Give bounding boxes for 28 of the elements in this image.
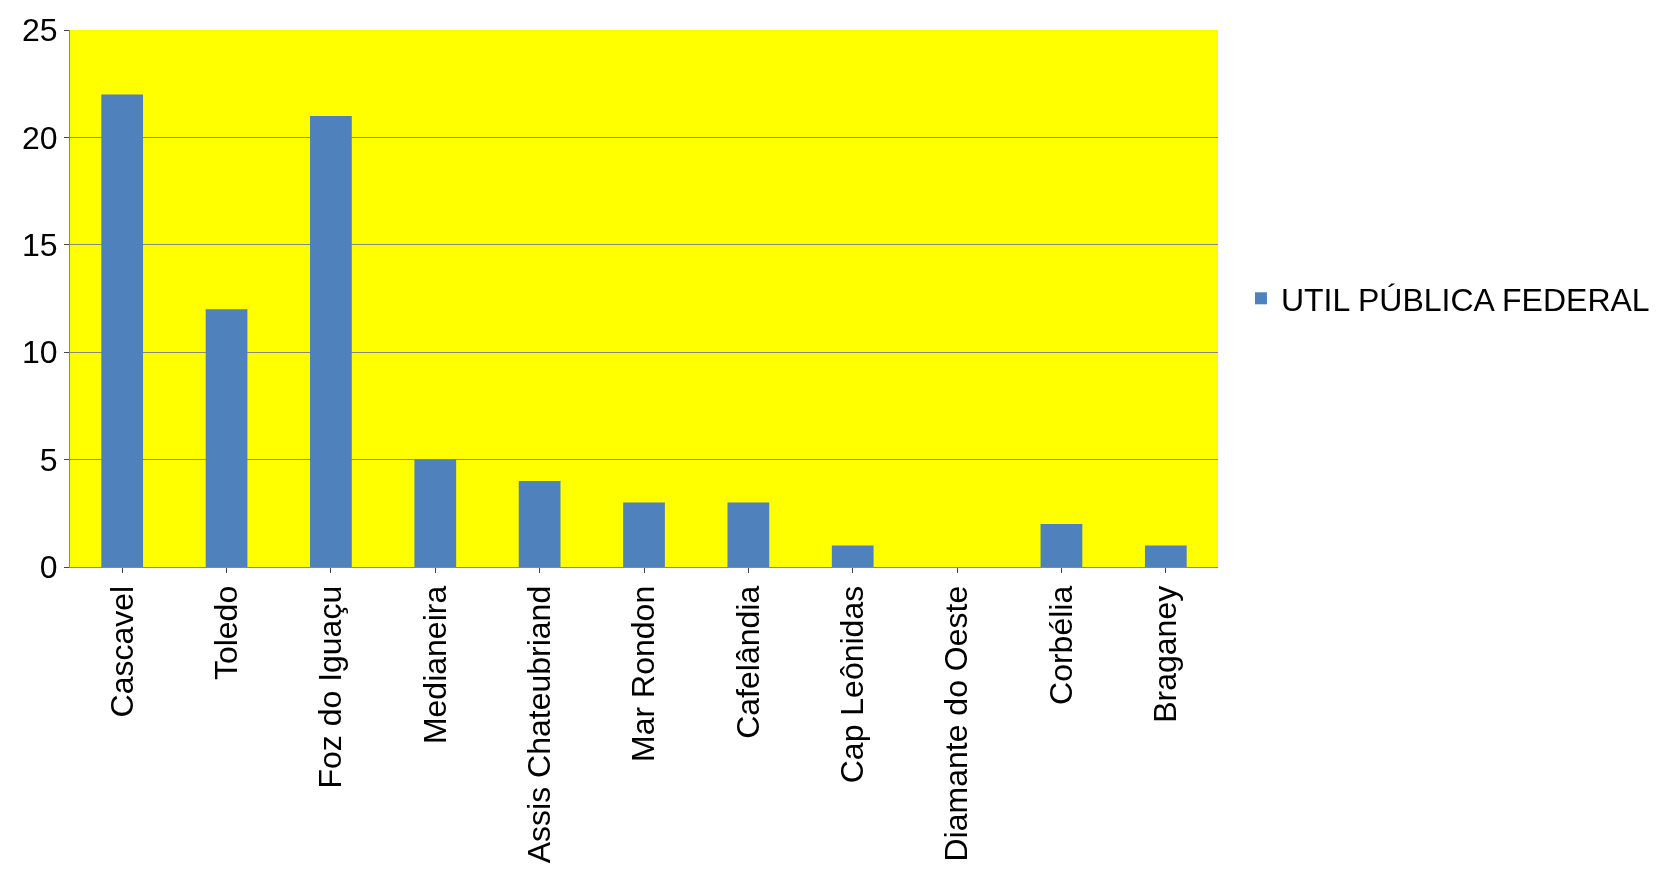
x-tick-label: Foz do Iguaçu (312, 585, 349, 789)
x-tick-label: Assis Chateubriand (521, 585, 558, 864)
y-tick-label: 20 (22, 119, 58, 156)
x-tick-label: Cascavel (103, 585, 140, 718)
bar (623, 502, 665, 567)
legend-label: UTIL PÚBLICA FEDERAL (1280, 281, 1650, 318)
x-tick-label: Mar Rondon (625, 585, 662, 762)
x-tick-label: Cafelândia (729, 585, 766, 739)
x-tick-label: Braganey (1147, 585, 1184, 723)
bar (831, 545, 874, 567)
x-tick-label: Corbélia (1042, 585, 1079, 705)
x-tick-label: Toledo (207, 585, 244, 681)
bar (1144, 545, 1187, 567)
bar (101, 94, 144, 567)
bar (414, 459, 457, 567)
y-tick-label: 5 (39, 441, 58, 478)
bar (518, 481, 561, 567)
y-tick-label: 15 (22, 227, 58, 263)
x-tick-label: Medianeira (416, 585, 453, 745)
bar (727, 502, 770, 567)
y-tick-label: 25 (22, 12, 58, 49)
x-tick-label: Diamante do Oeste (938, 585, 975, 862)
bar (1040, 524, 1083, 567)
bar (310, 115, 352, 567)
y-tick-label: 10 (22, 334, 58, 371)
bar (205, 309, 248, 567)
y-tick-label: 0 (39, 549, 58, 586)
x-tick-label: Cap Leônidas (834, 585, 871, 784)
